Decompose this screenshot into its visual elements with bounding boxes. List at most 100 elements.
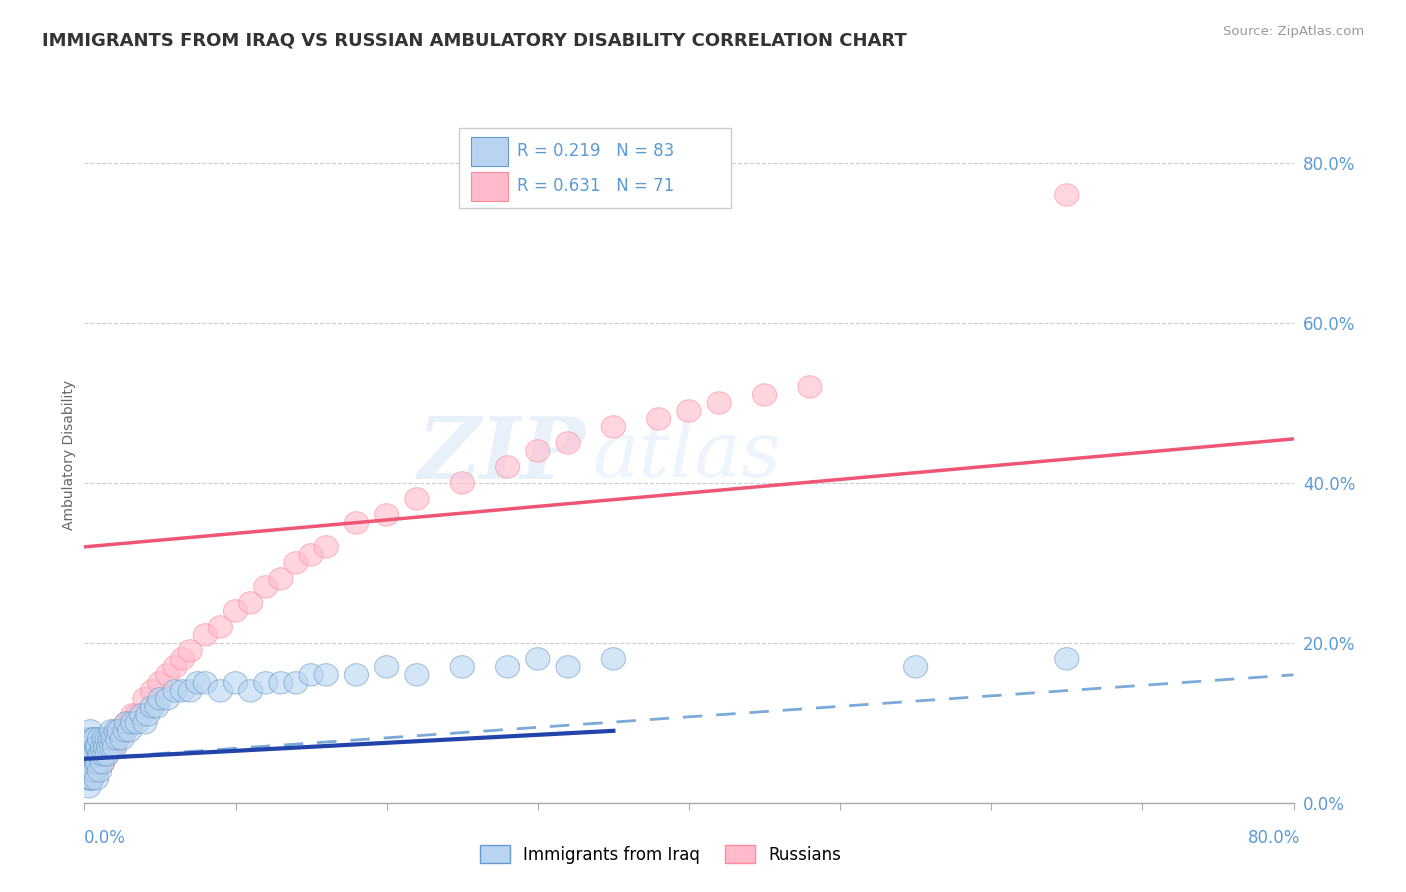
Ellipse shape bbox=[87, 752, 111, 774]
Ellipse shape bbox=[77, 744, 101, 766]
Ellipse shape bbox=[405, 664, 429, 686]
Ellipse shape bbox=[83, 744, 107, 766]
Ellipse shape bbox=[163, 656, 187, 678]
Ellipse shape bbox=[90, 736, 115, 758]
Ellipse shape bbox=[136, 704, 160, 726]
Ellipse shape bbox=[73, 760, 98, 782]
Ellipse shape bbox=[344, 512, 368, 534]
Y-axis label: Ambulatory Disability: Ambulatory Disability bbox=[62, 380, 76, 530]
Ellipse shape bbox=[450, 472, 474, 494]
Ellipse shape bbox=[112, 720, 138, 742]
Ellipse shape bbox=[87, 736, 111, 758]
Ellipse shape bbox=[156, 688, 180, 710]
Ellipse shape bbox=[495, 456, 520, 478]
Ellipse shape bbox=[79, 768, 103, 790]
Ellipse shape bbox=[90, 752, 115, 774]
Ellipse shape bbox=[91, 744, 117, 766]
Ellipse shape bbox=[526, 648, 550, 670]
Ellipse shape bbox=[141, 680, 165, 702]
Ellipse shape bbox=[253, 672, 278, 694]
Text: 0.0%: 0.0% bbox=[84, 829, 127, 847]
Legend: Immigrants from Iraq, Russians: Immigrants from Iraq, Russians bbox=[474, 838, 848, 871]
Ellipse shape bbox=[80, 736, 104, 758]
Ellipse shape bbox=[101, 728, 125, 750]
Ellipse shape bbox=[79, 736, 103, 758]
Ellipse shape bbox=[90, 736, 115, 758]
Ellipse shape bbox=[405, 488, 429, 510]
Ellipse shape bbox=[103, 736, 127, 758]
Ellipse shape bbox=[83, 760, 107, 782]
Ellipse shape bbox=[87, 744, 111, 766]
Ellipse shape bbox=[90, 752, 115, 774]
Ellipse shape bbox=[100, 736, 124, 758]
Ellipse shape bbox=[105, 720, 129, 742]
Ellipse shape bbox=[239, 680, 263, 702]
Ellipse shape bbox=[118, 712, 142, 734]
Ellipse shape bbox=[132, 712, 157, 734]
Ellipse shape bbox=[148, 688, 172, 710]
Ellipse shape bbox=[96, 728, 120, 750]
Bar bbox=[471, 137, 508, 166]
Ellipse shape bbox=[73, 744, 98, 766]
Ellipse shape bbox=[100, 736, 124, 758]
Text: R = 0.219   N = 83: R = 0.219 N = 83 bbox=[517, 142, 675, 160]
Ellipse shape bbox=[100, 720, 124, 742]
Ellipse shape bbox=[73, 752, 98, 774]
Ellipse shape bbox=[96, 744, 120, 766]
Ellipse shape bbox=[76, 768, 100, 790]
Ellipse shape bbox=[98, 728, 122, 750]
Ellipse shape bbox=[86, 736, 110, 758]
Ellipse shape bbox=[79, 744, 103, 766]
Ellipse shape bbox=[707, 392, 731, 414]
Ellipse shape bbox=[104, 728, 128, 750]
Ellipse shape bbox=[87, 728, 111, 750]
Ellipse shape bbox=[602, 648, 626, 670]
Ellipse shape bbox=[80, 752, 104, 774]
Ellipse shape bbox=[86, 736, 110, 758]
Text: R = 0.631   N = 71: R = 0.631 N = 71 bbox=[517, 177, 675, 194]
Text: IMMIGRANTS FROM IRAQ VS RUSSIAN AMBULATORY DISABILITY CORRELATION CHART: IMMIGRANTS FROM IRAQ VS RUSSIAN AMBULATO… bbox=[42, 31, 907, 49]
Ellipse shape bbox=[82, 752, 105, 774]
Ellipse shape bbox=[115, 712, 139, 734]
Ellipse shape bbox=[84, 768, 108, 790]
Ellipse shape bbox=[77, 728, 101, 750]
Ellipse shape bbox=[83, 760, 107, 782]
Ellipse shape bbox=[555, 432, 581, 454]
Ellipse shape bbox=[96, 728, 120, 750]
Ellipse shape bbox=[82, 728, 105, 750]
Ellipse shape bbox=[208, 680, 232, 702]
Ellipse shape bbox=[91, 744, 117, 766]
Ellipse shape bbox=[103, 736, 127, 758]
Ellipse shape bbox=[647, 408, 671, 430]
Ellipse shape bbox=[193, 672, 218, 694]
Ellipse shape bbox=[93, 736, 118, 758]
Ellipse shape bbox=[76, 752, 100, 774]
Ellipse shape bbox=[76, 736, 100, 758]
Ellipse shape bbox=[80, 768, 104, 790]
Ellipse shape bbox=[284, 551, 308, 574]
Ellipse shape bbox=[91, 728, 117, 750]
Ellipse shape bbox=[186, 672, 209, 694]
Ellipse shape bbox=[145, 696, 169, 718]
Ellipse shape bbox=[299, 664, 323, 686]
Ellipse shape bbox=[495, 656, 520, 678]
Ellipse shape bbox=[77, 736, 101, 758]
Ellipse shape bbox=[118, 720, 142, 742]
Ellipse shape bbox=[224, 672, 247, 694]
Ellipse shape bbox=[1054, 648, 1078, 670]
Ellipse shape bbox=[84, 744, 108, 766]
Ellipse shape bbox=[101, 728, 125, 750]
Ellipse shape bbox=[79, 752, 103, 774]
Ellipse shape bbox=[170, 680, 194, 702]
Ellipse shape bbox=[344, 664, 368, 686]
Ellipse shape bbox=[79, 760, 103, 782]
Ellipse shape bbox=[77, 768, 101, 790]
Ellipse shape bbox=[374, 656, 399, 678]
Ellipse shape bbox=[526, 440, 550, 462]
Ellipse shape bbox=[284, 672, 308, 694]
Ellipse shape bbox=[84, 760, 108, 782]
Ellipse shape bbox=[253, 575, 278, 598]
FancyBboxPatch shape bbox=[460, 128, 731, 208]
Ellipse shape bbox=[77, 752, 101, 774]
Ellipse shape bbox=[752, 384, 776, 406]
